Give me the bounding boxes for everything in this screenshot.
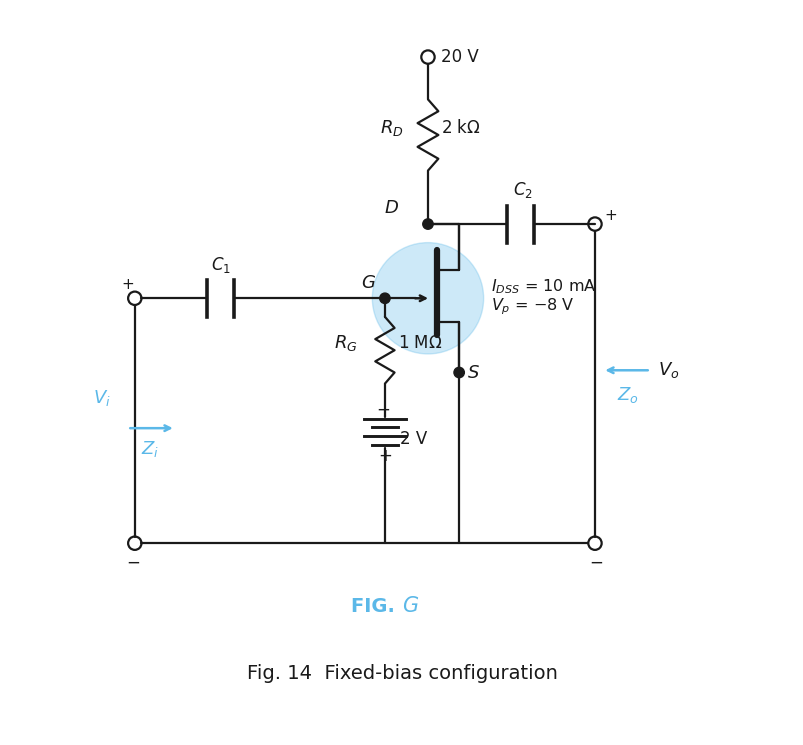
Text: S: S [467, 364, 479, 381]
Text: $V_p$ = −8 V: $V_p$ = −8 V [491, 297, 574, 317]
Circle shape [372, 243, 483, 354]
Circle shape [422, 219, 433, 229]
Text: $R_D$: $R_D$ [379, 118, 403, 138]
Text: 1 M$\Omega$: 1 M$\Omega$ [397, 334, 442, 352]
Text: $V_o$: $V_o$ [657, 361, 679, 380]
Text: G: G [361, 274, 375, 293]
Circle shape [454, 367, 464, 378]
Text: +: + [603, 208, 616, 223]
Text: $-$: $-$ [376, 399, 389, 417]
Text: $\mathit{G}$: $\mathit{G}$ [402, 596, 418, 616]
Text: $C_1$: $C_1$ [211, 255, 231, 274]
Text: $-$: $-$ [126, 553, 140, 571]
Text: +: + [121, 277, 134, 293]
Circle shape [379, 293, 389, 303]
Text: 2 V: 2 V [399, 431, 426, 448]
Text: $Z_i$: $Z_i$ [141, 439, 159, 459]
Text: $I_{DSS}$ = 10 mA: $I_{DSS}$ = 10 mA [491, 278, 596, 297]
Text: Fig. 14  Fixed-bias configuration: Fig. 14 Fixed-bias configuration [247, 664, 556, 682]
Text: FIG.: FIG. [351, 597, 402, 616]
Text: $V_i$: $V_i$ [92, 388, 110, 408]
Text: $R_G$: $R_G$ [334, 333, 357, 353]
Text: $C_2$: $C_2$ [512, 180, 532, 200]
Text: $+$: $+$ [377, 447, 392, 465]
Text: 20 V: 20 V [441, 48, 479, 66]
Text: D: D [385, 199, 398, 217]
Text: $Z_o$: $Z_o$ [617, 384, 638, 405]
Text: 2 k$\Omega$: 2 k$\Omega$ [441, 118, 480, 136]
Text: $-$: $-$ [589, 553, 602, 571]
